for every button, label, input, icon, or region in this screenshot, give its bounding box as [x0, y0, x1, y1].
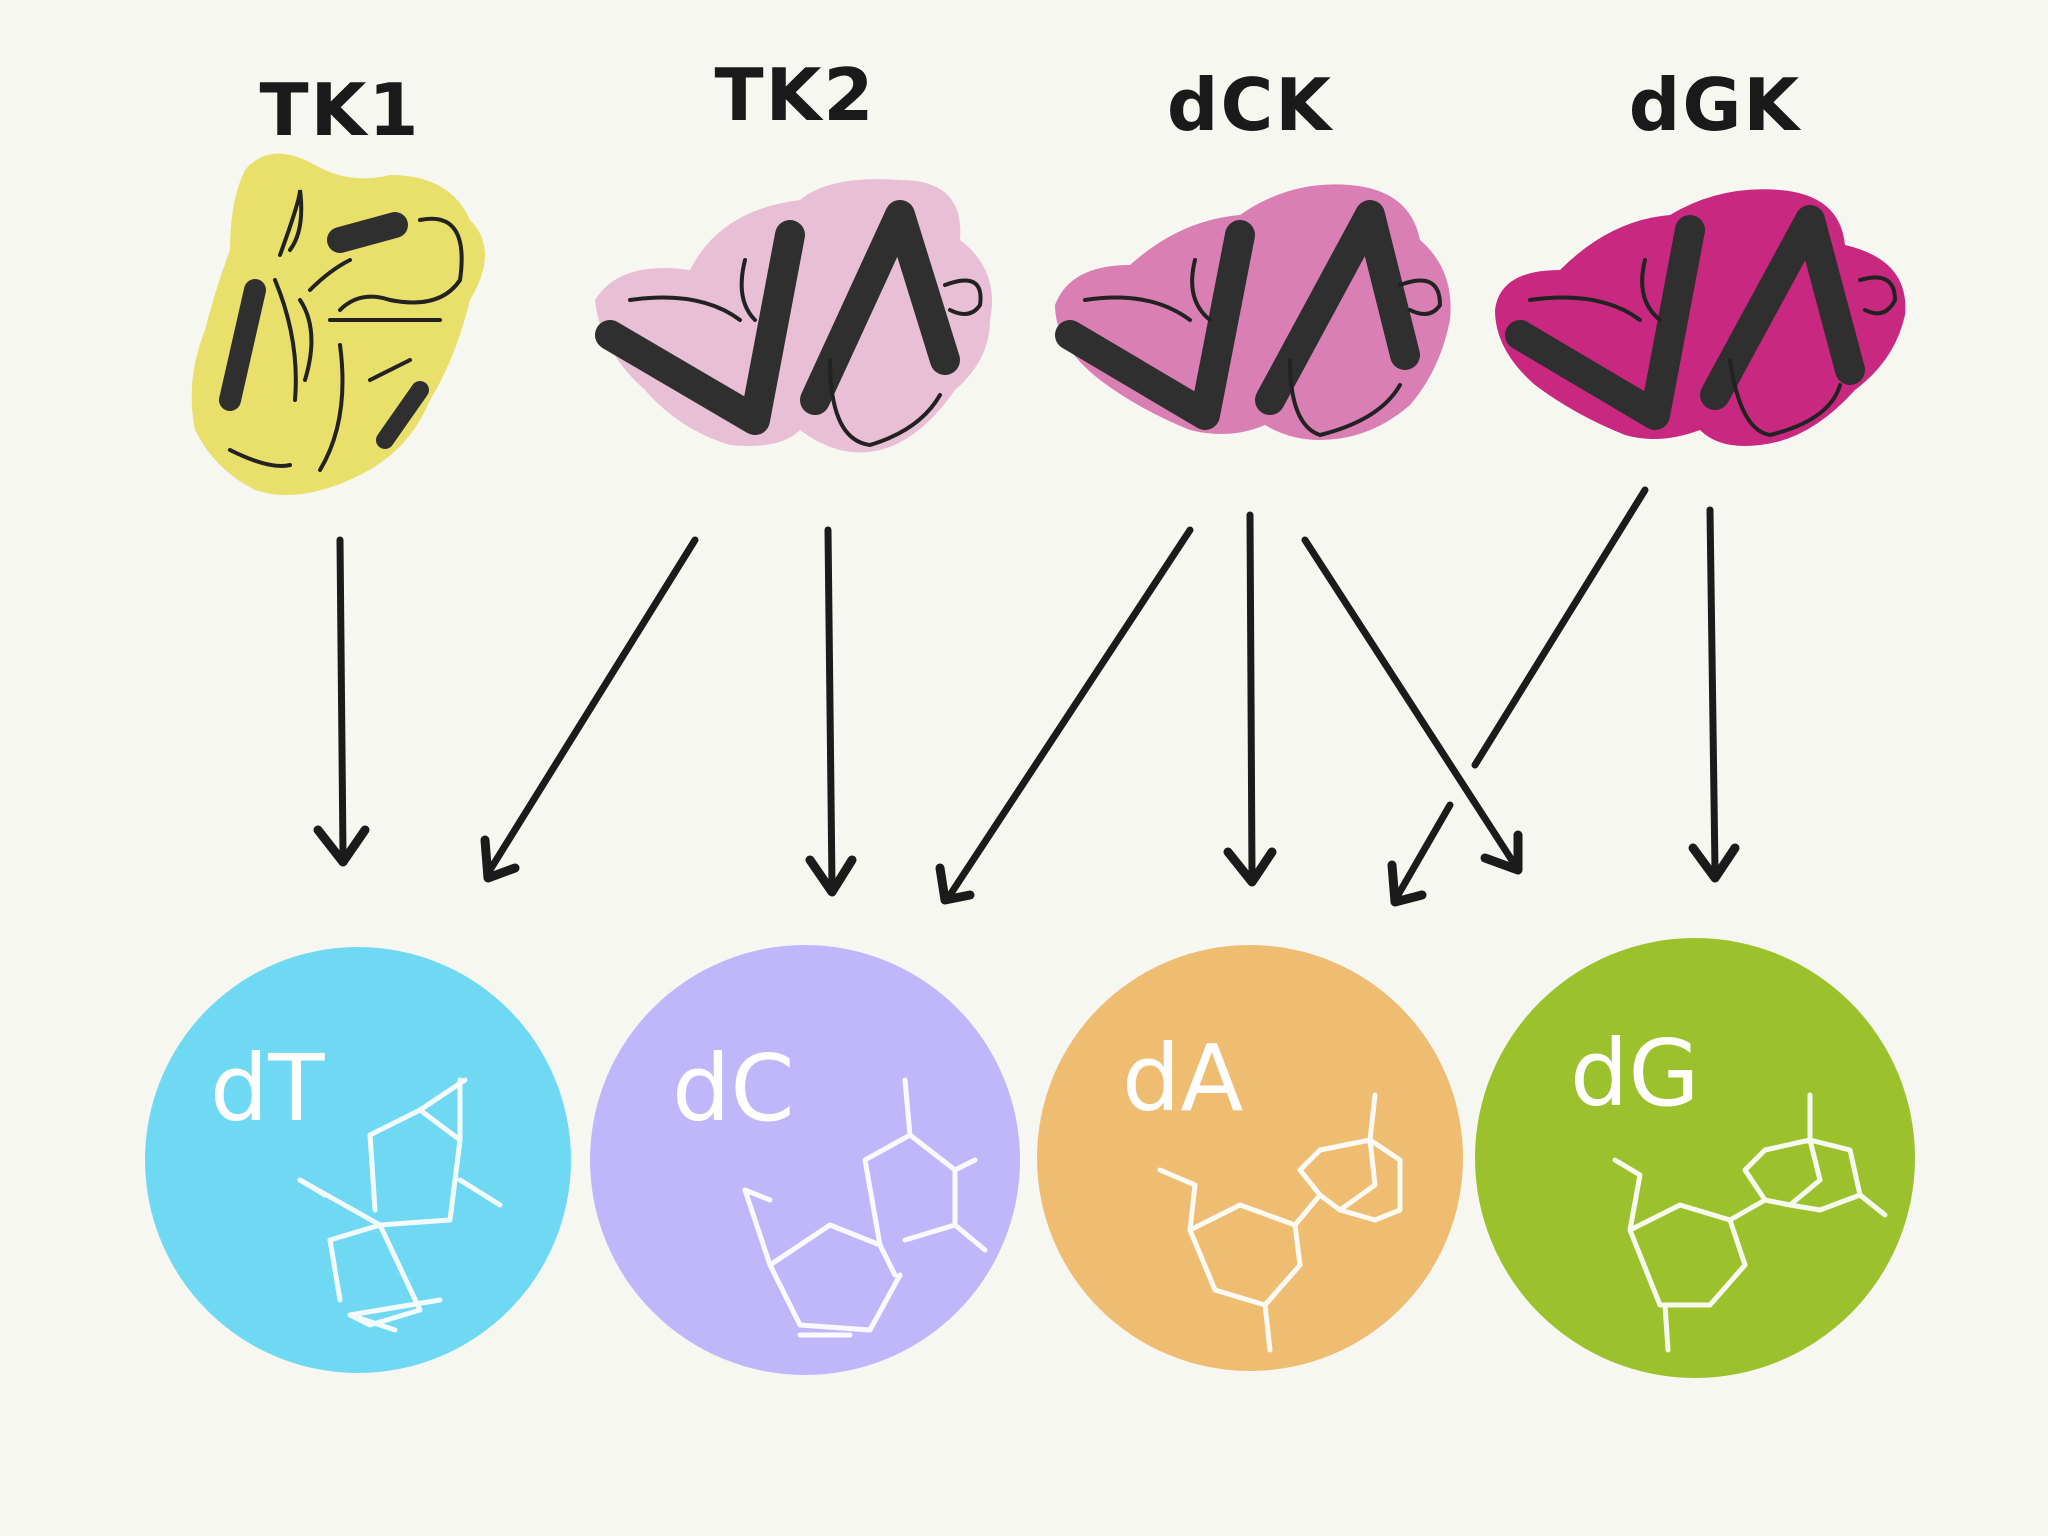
arrow-tk2-to-dc: [805, 526, 857, 897]
enzyme-label-dck: dCK: [1167, 63, 1333, 147]
arrow-dgk-to-dg: [1688, 506, 1740, 883]
dck-protein: [1055, 184, 1451, 440]
arrow-dck-to-da: [1223, 511, 1277, 887]
nucleoside-dg-circle: [1475, 938, 1915, 1378]
arrow-tk1-to-dt: [313, 536, 370, 867]
nucleoside-da-structure: [1157, 1092, 1403, 1353]
nucleoside-da-circle: [1037, 945, 1463, 1371]
nucleoside-dt: dT: [145, 947, 571, 1373]
enzyme-label-tk1: TK1: [259, 68, 420, 152]
enzyme-label-dgk: dGK: [1629, 63, 1802, 147]
nucleoside-dc-label: dC: [672, 1035, 795, 1142]
enzyme-label-tk2: TK2: [714, 53, 875, 137]
tk1-protein-blob: [191, 153, 485, 496]
nucleoside-dc-structure: [742, 1077, 988, 1338]
nucleoside-dg-label: dG: [1570, 1020, 1700, 1127]
tk1-protein: [191, 153, 485, 496]
tk2-protein: [595, 179, 992, 453]
nucleoside-dg: dG: [1475, 938, 1915, 1378]
nucleoside-dc-circle: [590, 945, 1020, 1375]
arrow-dck-to-dg: [1301, 536, 1523, 875]
dgk-protein: [1495, 189, 1906, 446]
arrow-dck-to-dc: [935, 526, 1194, 905]
nucleoside-dt-circle: [145, 947, 571, 1373]
nucleoside-da-label: dA: [1122, 1025, 1243, 1132]
arrow-dgk-to-da: [1387, 486, 1649, 907]
arrow-tk2-to-dt: [480, 536, 699, 883]
nucleoside-dg-structure: [1612, 1092, 1888, 1353]
nucleoside-dt-label: dT: [210, 1035, 325, 1142]
nucleoside-dc: dC: [590, 945, 1020, 1375]
nucleoside-dt-structure: [297, 1077, 503, 1333]
nucleoside-da: dA: [1037, 945, 1463, 1371]
